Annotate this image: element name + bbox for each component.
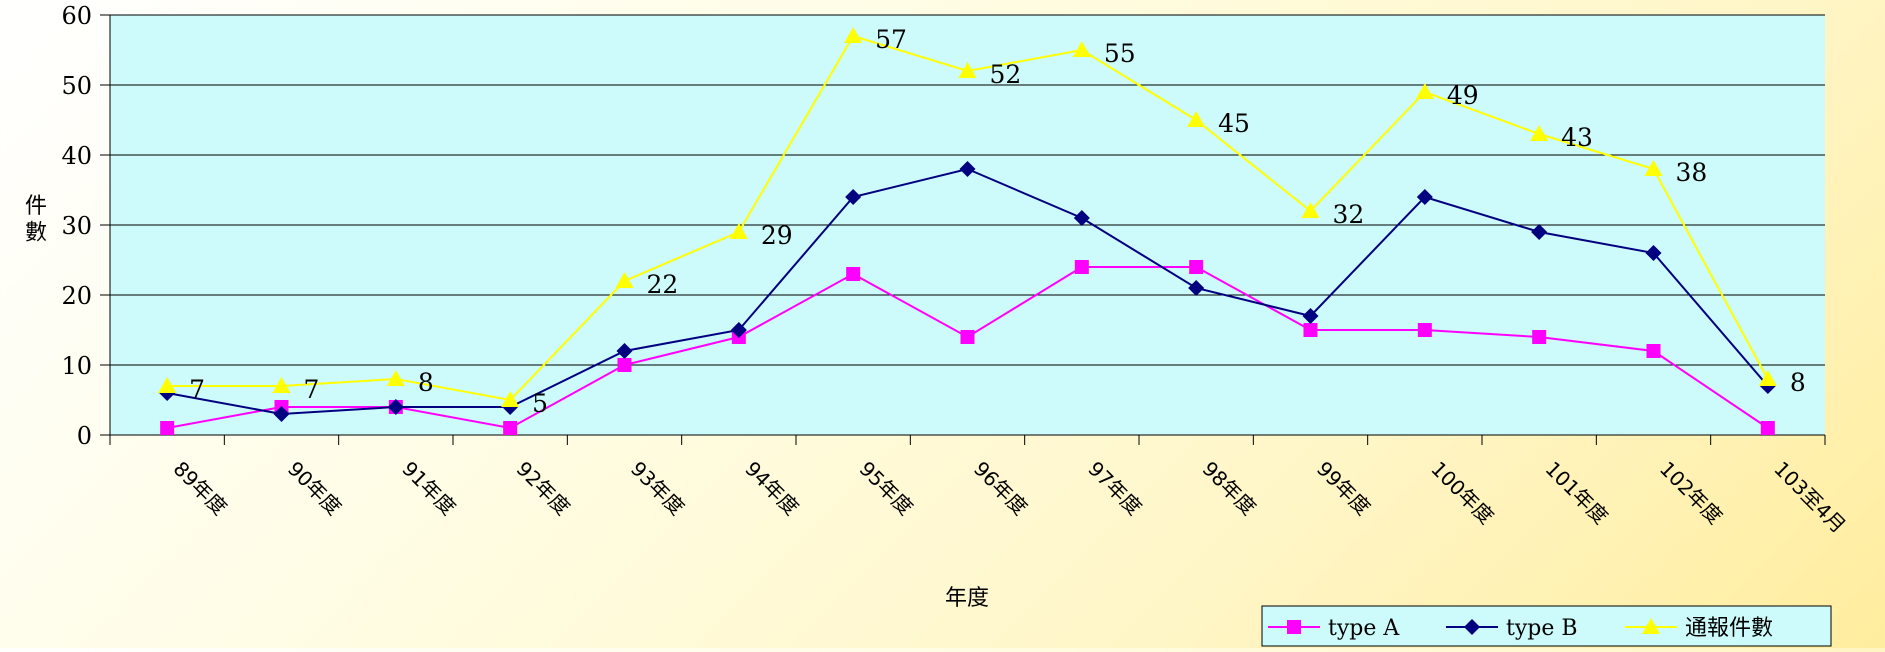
data-label: 43 bbox=[1561, 123, 1593, 152]
marker-diamond bbox=[1073, 210, 1090, 226]
data-label: 7 bbox=[189, 375, 205, 404]
marker-triangle bbox=[386, 370, 405, 386]
data-label: 5 bbox=[532, 389, 548, 418]
x-tick-label: 100年度 bbox=[1426, 457, 1498, 529]
marker-square bbox=[617, 358, 632, 372]
y-axis-label-char: 件 bbox=[25, 194, 47, 219]
x-tick-label: 101年度 bbox=[1541, 457, 1613, 529]
marker-diamond bbox=[1645, 245, 1662, 261]
x-tick-label: 95年度 bbox=[855, 457, 918, 520]
marker-triangle bbox=[501, 391, 520, 407]
marker-diamond bbox=[730, 322, 747, 338]
marker-diamond bbox=[1302, 308, 1319, 324]
marker-diamond bbox=[1416, 189, 1433, 205]
data-label: 55 bbox=[1104, 39, 1136, 68]
legend-label: type B bbox=[1506, 616, 1578, 641]
series-lines bbox=[158, 27, 1777, 435]
marker-diamond bbox=[959, 161, 976, 177]
marker-diamond bbox=[273, 406, 290, 422]
data-label: 52 bbox=[990, 60, 1022, 89]
marker-diamond bbox=[845, 189, 862, 205]
marker-triangle bbox=[729, 223, 748, 239]
marker-triangle bbox=[1415, 83, 1434, 99]
marker-triangle bbox=[272, 377, 291, 393]
legend: type A type B 通報件數 bbox=[1261, 605, 1832, 647]
marker-triangle bbox=[1301, 202, 1320, 218]
marker-triangle bbox=[1642, 618, 1660, 634]
y-tick-label: 40 bbox=[61, 142, 92, 170]
marker-square bbox=[1287, 620, 1301, 634]
x-tick-label: 99年度 bbox=[1312, 457, 1375, 520]
y-axis-label-char: 數 bbox=[25, 220, 47, 245]
x-tick-label: 102年度 bbox=[1655, 457, 1727, 529]
legend-box bbox=[1261, 605, 1832, 647]
marker-triangle bbox=[158, 377, 177, 393]
data-labels: 7 7 8 5 22 29 57 52 55 45 32 49 43 38 8 bbox=[189, 25, 1806, 418]
y-tick-label: 50 bbox=[61, 72, 92, 100]
y-tick-label: 0 bbox=[77, 422, 92, 450]
marker-triangle bbox=[615, 272, 634, 288]
y-tick-label: 30 bbox=[61, 212, 92, 240]
x-tick-label: 93年度 bbox=[626, 457, 689, 520]
series-通報件數 bbox=[158, 27, 1777, 407]
marker-triangle bbox=[1758, 370, 1777, 386]
marker-square bbox=[1303, 323, 1318, 337]
marker-square bbox=[960, 330, 975, 344]
marker-triangle bbox=[1187, 111, 1206, 127]
marker-diamond bbox=[1188, 280, 1205, 296]
x-tick-label: 94年度 bbox=[740, 457, 803, 520]
x-tick-label: 90年度 bbox=[283, 457, 346, 520]
legend-label: 通報件數 bbox=[1685, 616, 1773, 641]
marker-square bbox=[1074, 260, 1089, 274]
marker-square bbox=[1532, 330, 1547, 344]
marker-square bbox=[1417, 323, 1432, 337]
marker-triangle bbox=[1644, 160, 1663, 176]
marker-square bbox=[160, 421, 175, 435]
data-label: 57 bbox=[875, 25, 907, 54]
y-axis-label: 件數 bbox=[25, 194, 47, 245]
gridlines bbox=[110, 14, 1825, 366]
marker-diamond bbox=[1464, 619, 1480, 635]
marker-diamond bbox=[1531, 224, 1548, 240]
data-label: 8 bbox=[1790, 368, 1806, 397]
data-label: 8 bbox=[418, 368, 434, 397]
y-tick-label: 60 bbox=[61, 2, 92, 30]
marker-diamond bbox=[616, 343, 633, 359]
legend-label: type A bbox=[1328, 616, 1400, 641]
marker-square bbox=[1760, 421, 1775, 435]
data-label: 38 bbox=[1676, 158, 1708, 187]
x-axis-label: 年度 bbox=[945, 586, 989, 611]
x-tick-label: 98年度 bbox=[1198, 457, 1261, 520]
x-tick-label: 92年度 bbox=[512, 457, 575, 520]
marker-square bbox=[1646, 344, 1661, 358]
data-label: 32 bbox=[1333, 200, 1365, 229]
marker-triangle bbox=[1530, 125, 1549, 141]
marker-triangle bbox=[1072, 41, 1091, 57]
x-tick-label: 89年度 bbox=[169, 457, 232, 520]
x-tick-label: 97年度 bbox=[1083, 457, 1146, 520]
x-tick-label: 96年度 bbox=[969, 457, 1032, 520]
x-tick-label: 91年度 bbox=[397, 457, 460, 520]
data-label: 29 bbox=[761, 221, 793, 250]
marker-square bbox=[1189, 260, 1204, 274]
y-tick-label: 10 bbox=[61, 352, 92, 380]
data-label: 7 bbox=[304, 375, 320, 404]
marker-triangle bbox=[958, 62, 977, 78]
marker-triangle bbox=[844, 27, 863, 43]
data-label: 45 bbox=[1218, 109, 1250, 138]
marker-square bbox=[846, 267, 861, 281]
y-tick-label: 20 bbox=[61, 282, 92, 310]
x-tick-label: 103至4月 bbox=[1769, 457, 1850, 538]
marker-square bbox=[503, 421, 518, 435]
marker-diamond bbox=[387, 399, 404, 415]
data-label: 22 bbox=[647, 270, 679, 299]
data-label: 49 bbox=[1447, 81, 1479, 110]
